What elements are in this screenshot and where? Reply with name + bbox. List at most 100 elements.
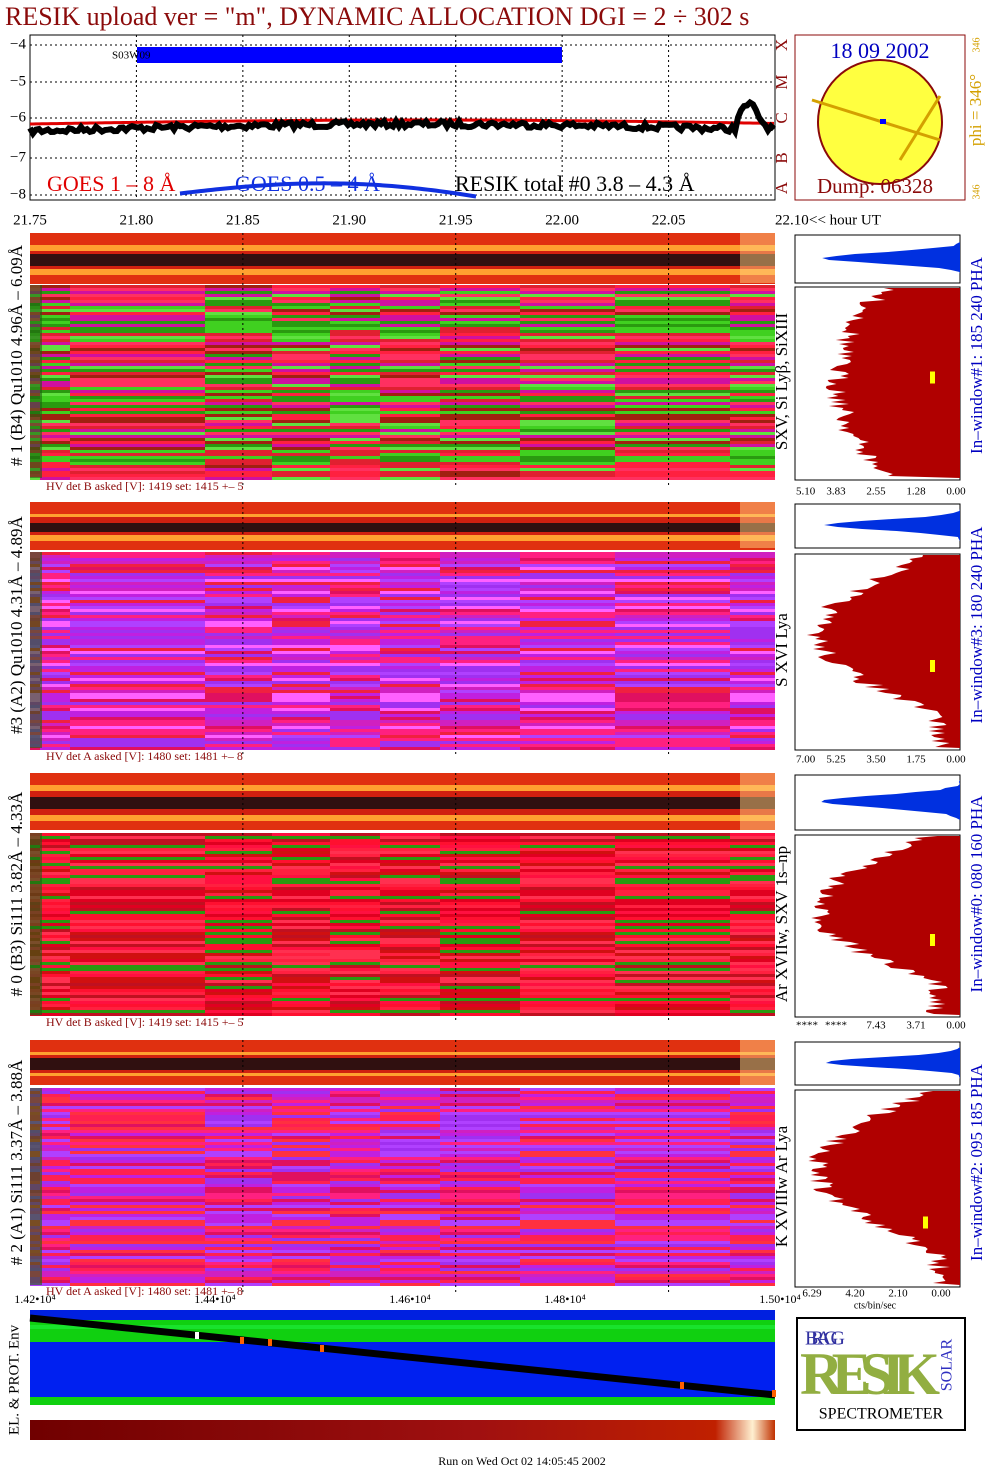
spectrum-cell	[40, 681, 70, 684]
spectrum-cell	[380, 866, 440, 869]
spectrum-cell	[70, 842, 205, 845]
spectrum-cell	[730, 477, 775, 480]
spectrum-cell	[40, 612, 70, 615]
spectrum-cell	[272, 884, 330, 887]
spectrum-cell	[40, 555, 70, 558]
spectrum-cell	[205, 321, 272, 324]
legend-entry: GOES 0.5 – 4 Å	[235, 171, 380, 196]
spectrum-cell	[380, 375, 440, 378]
spectrum-cell	[330, 944, 380, 947]
spectrum-cell	[730, 570, 775, 573]
spectrum-cell	[380, 729, 440, 732]
spectrum-cell	[330, 992, 380, 995]
spectrum-cell	[615, 848, 730, 851]
spectrum-cell	[520, 354, 615, 357]
spectrum-cell	[330, 651, 380, 654]
spectrum-cell	[440, 848, 520, 851]
spectrum-cell	[520, 684, 615, 687]
spectrum-cell	[330, 989, 380, 992]
spectrum-cell	[520, 396, 615, 399]
spectrum-cell	[70, 429, 205, 432]
spectrum-cell	[70, 1166, 205, 1169]
spectrum-cell	[440, 1100, 520, 1103]
spectrum-cell	[205, 474, 272, 477]
spectrum-cell	[730, 1193, 775, 1196]
spectrum-cell	[440, 965, 520, 968]
spectrum-cell	[70, 854, 205, 857]
spectrum-cell	[380, 594, 440, 597]
spectrum-cell	[380, 354, 440, 357]
spectrum-cell	[380, 714, 440, 717]
spectrum-cell	[520, 645, 615, 648]
spectrum-cell	[730, 558, 775, 561]
spectrum-cell	[615, 1163, 730, 1166]
spectrum-cell	[70, 354, 205, 357]
spectrum-cell	[70, 851, 205, 854]
spectrum-cell	[330, 1280, 380, 1283]
spectrum-cell	[70, 1259, 205, 1262]
spectrum-cell	[440, 842, 520, 845]
spectrum-cell	[272, 582, 330, 585]
spectrum-cell	[330, 438, 380, 441]
spectrum-cell	[40, 977, 70, 980]
spectrum-cell	[70, 992, 205, 995]
spectrum-cell	[520, 1205, 615, 1208]
logo-spectrometer: SPECTROMETER	[819, 1406, 944, 1423]
spectrum-cell	[380, 911, 440, 914]
spectrum-cell	[330, 642, 380, 645]
spectrum-cell	[380, 468, 440, 471]
spectrum-cell	[205, 917, 272, 920]
spectrum-cell	[330, 1160, 380, 1163]
spectrum-cell	[380, 288, 440, 291]
spectrum-cell	[730, 1271, 775, 1274]
spectrum-cell	[272, 1187, 330, 1190]
spectrum-cell	[520, 902, 615, 905]
spectrum-cell	[330, 351, 380, 354]
spectrum-cell	[40, 932, 70, 935]
spectrum-cell	[70, 735, 205, 738]
spectrum-cell	[70, 848, 205, 851]
spectrum-cell	[440, 1274, 520, 1277]
spectrum-cell	[380, 312, 440, 315]
spectrum-cell	[520, 732, 615, 735]
spectrum-cell	[70, 669, 205, 672]
spectrum-cell	[615, 950, 730, 953]
spectrum-cell	[730, 411, 775, 414]
spectrum-cell	[520, 474, 615, 477]
spectrum-cell	[520, 303, 615, 306]
spectrum-cell	[205, 687, 272, 690]
spectrum-cell	[440, 645, 520, 648]
spectrum-cell	[380, 474, 440, 477]
spectrum-cell	[730, 741, 775, 744]
spectrum-cell	[380, 618, 440, 621]
spectrum-cell	[615, 429, 730, 432]
spectrum-cell	[272, 1211, 330, 1214]
spectrum-cell	[615, 393, 730, 396]
strip-row	[30, 1070, 775, 1073]
spectrum-cell	[70, 1097, 205, 1100]
spectrum-cell	[730, 1169, 775, 1172]
spectrum-cell	[615, 297, 730, 300]
spectrum-cell	[520, 747, 615, 750]
spectrum-cell	[272, 1238, 330, 1241]
spectrum-cell	[272, 914, 330, 917]
spectrum-cell	[440, 998, 520, 1001]
spectrum-cell	[440, 938, 520, 941]
spectrum-cell	[730, 926, 775, 929]
spectrum-cell	[70, 1265, 205, 1268]
spectrum-cell	[70, 884, 205, 887]
pha-tick-label: 0.00	[946, 1020, 966, 1032]
spectrum-cell	[380, 1130, 440, 1133]
spectrum-cell	[40, 944, 70, 947]
spectrum-cell	[40, 1277, 70, 1280]
spectrum-cell	[330, 381, 380, 384]
spectrum-cell	[615, 1004, 730, 1007]
spectrum-cell	[730, 1202, 775, 1205]
spectrum-cell	[205, 360, 272, 363]
spectrum-cell	[205, 935, 272, 938]
spectrum-cell	[272, 366, 330, 369]
spectrum-cell	[520, 1103, 615, 1106]
spectrum-cell	[520, 744, 615, 747]
spectrum-cell	[70, 1094, 205, 1097]
spectrum-cell	[520, 953, 615, 956]
